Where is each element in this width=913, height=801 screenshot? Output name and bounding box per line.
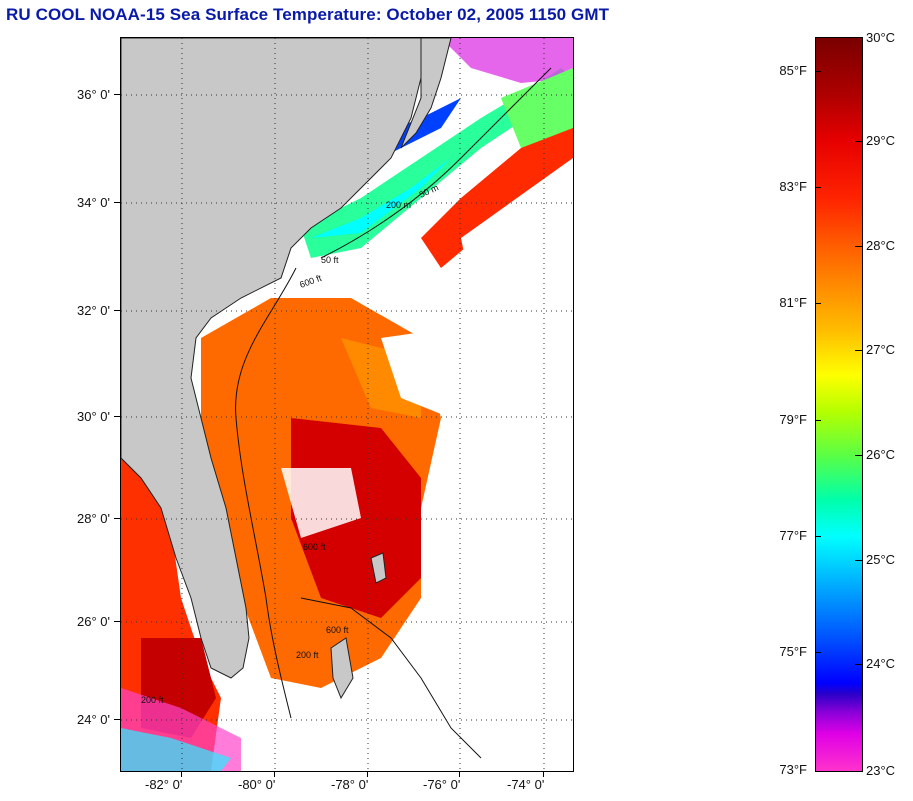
cloud-patch-1 bbox=[381, 328, 481, 418]
colorbar-c-label: 24°C bbox=[866, 656, 896, 671]
depth-label: 600 ft bbox=[303, 542, 326, 552]
colorbar-c-tick bbox=[855, 560, 862, 561]
colorbar-c-tick bbox=[855, 664, 862, 665]
colorbar-c-tick bbox=[855, 246, 862, 247]
colorbar-f-tick bbox=[815, 536, 821, 537]
colorbar-c-tick bbox=[855, 350, 862, 351]
lat-label: 26° 0' bbox=[77, 614, 110, 629]
colorbar-c-label: 29°C bbox=[866, 133, 896, 148]
lon-tick bbox=[543, 771, 544, 777]
sst-map[interactable]: 50 m 200 m 600 ft 50 ft 600 ft 200 ft 60… bbox=[120, 37, 574, 772]
lat-label: 24° 0' bbox=[77, 712, 110, 727]
gulf-stream-band bbox=[421, 118, 573, 268]
lon-tick bbox=[181, 771, 182, 777]
graticule bbox=[121, 38, 573, 771]
lat-label: 28° 0' bbox=[77, 511, 110, 526]
colorbar-c-tick bbox=[855, 141, 862, 142]
colorbar-f-label: 73°F bbox=[779, 762, 807, 777]
lat-tick bbox=[114, 416, 120, 417]
colorbar-c-label: 25°C bbox=[866, 552, 896, 567]
depth-label: 600 ft bbox=[326, 625, 349, 635]
lat-tick bbox=[114, 310, 120, 311]
colorbar-c-label: 27°C bbox=[866, 342, 896, 357]
sst-map-graphic: 50 m 200 m 600 ft 50 ft 600 ft 200 ft 60… bbox=[121, 38, 573, 771]
colorbar-f-label: 83°F bbox=[779, 179, 807, 194]
depth-contour-line bbox=[235, 267, 297, 719]
colorbar-c-tick bbox=[855, 455, 862, 456]
colorbar-f-tick bbox=[815, 652, 821, 653]
colorbar-f-label: 79°F bbox=[779, 412, 807, 427]
lat-tick bbox=[114, 719, 120, 720]
gulf-south-cyan-band bbox=[121, 728, 231, 771]
colorbar-c-label: 30°C bbox=[866, 30, 896, 45]
land-bahamas-1 bbox=[330, 637, 354, 700]
cloud-patch-3 bbox=[281, 468, 361, 538]
colorbar-f-tick bbox=[815, 303, 821, 304]
depth-label: 200 ft bbox=[141, 695, 164, 705]
colorbar-f-tick bbox=[815, 420, 821, 421]
colorbar-f-label: 85°F bbox=[779, 63, 807, 78]
lat-tick bbox=[114, 621, 120, 622]
depth-label: 600 ft bbox=[298, 273, 323, 290]
color-scale-bar bbox=[815, 37, 863, 772]
depth-contour-bahamas bbox=[300, 597, 482, 759]
colorbar-f-tick bbox=[815, 187, 821, 188]
lon-label: -76° 0' bbox=[423, 777, 461, 792]
map-title: RU COOL NOAA-15 Sea Surface Temperature:… bbox=[6, 5, 610, 24]
lat-tick bbox=[114, 202, 120, 203]
cloud-patch-4 bbox=[461, 158, 573, 338]
colorbar-f-label: 81°F bbox=[779, 295, 807, 310]
land-bahamas-2 bbox=[370, 552, 387, 584]
north-magenta-patch bbox=[441, 38, 573, 83]
lon-tick bbox=[274, 771, 275, 777]
lat-tick bbox=[114, 94, 120, 95]
lat-label: 34° 0' bbox=[77, 195, 110, 210]
depth-contour-line-2 bbox=[320, 67, 552, 259]
colorbar-f-tick bbox=[815, 71, 821, 72]
cloud-patch-2 bbox=[421, 338, 573, 771]
mid-shelf-green bbox=[501, 68, 573, 148]
lon-label: -78° 0' bbox=[331, 777, 369, 792]
depth-label: 200 ft bbox=[296, 650, 319, 660]
lon-tick bbox=[459, 771, 460, 777]
lat-tick bbox=[114, 518, 120, 519]
lat-label: 32° 0' bbox=[77, 303, 110, 318]
lon-label: -80° 0' bbox=[238, 777, 276, 792]
land-outer-banks bbox=[400, 38, 452, 149]
depth-label: 200 m bbox=[386, 200, 411, 210]
colorbar-c-label: 23°C bbox=[866, 763, 896, 778]
shelf-cool-band bbox=[301, 68, 573, 258]
lon-label: -82° 0' bbox=[145, 777, 183, 792]
colorbar-f-label: 77°F bbox=[779, 528, 807, 543]
colorbar-c-label: 26°C bbox=[866, 447, 896, 462]
depth-label: 50 ft bbox=[321, 255, 339, 265]
colorbar-c-label: 28°C bbox=[866, 238, 896, 253]
lon-label: -74° 0' bbox=[507, 777, 545, 792]
lat-label: 30° 0' bbox=[77, 409, 110, 424]
lat-label: 36° 0' bbox=[77, 87, 110, 102]
colorbar-f-label: 75°F bbox=[779, 644, 807, 659]
lon-tick bbox=[367, 771, 368, 777]
land-us-southeast bbox=[121, 38, 422, 679]
